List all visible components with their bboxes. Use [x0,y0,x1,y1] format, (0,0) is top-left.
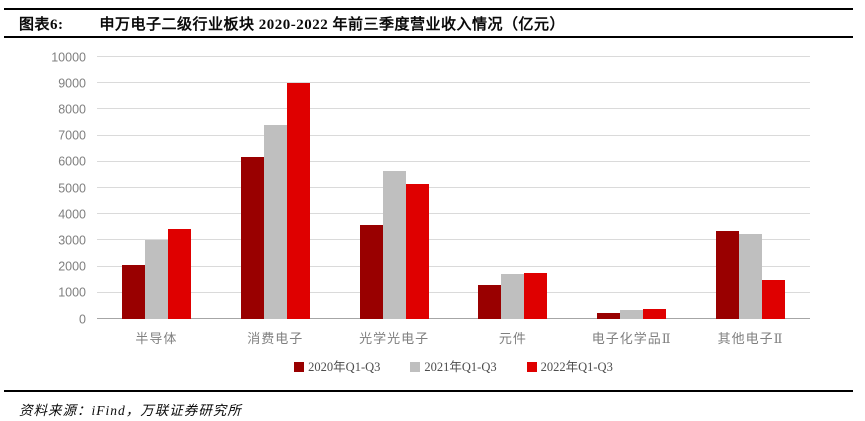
y-tick-label: 0 [79,311,86,326]
gridline [97,82,810,84]
gridline [97,318,810,319]
bar [501,274,525,319]
bar [762,279,786,319]
bar-group-2 [216,57,335,319]
y-tick-label: 6000 [58,154,86,169]
gridline [97,108,810,110]
title-divider-rule [4,36,853,38]
top-rule [4,8,853,10]
bar [121,264,145,319]
legend-label: 2022年Q1-Q3 [540,360,613,374]
y-axis: 0 1000 2000 3000 4000 5000 6000 7000 8000 9000 100… [0,51,86,325]
bar [359,224,383,319]
gridline [97,187,810,188]
plot-area [97,56,810,319]
bar [739,234,763,319]
legend-label: 2020年Q1-Q3 [308,360,381,374]
legend-item: 2022年Q1-Q3 [526,360,613,374]
footer-divider-rule [4,390,853,392]
y-tick-label: 3000 [58,233,86,248]
legend-swatch-icon [526,362,537,373]
bar [286,83,310,319]
gridline [97,265,810,267]
y-tick-label: 5000 [58,180,86,195]
legend-label: 2021年Q1-Q3 [424,360,497,374]
bar [167,228,191,319]
gridline [97,160,810,162]
x-axis-label: 消费电子 [247,331,304,346]
y-tick-label: 9000 [58,75,86,90]
bar-group-6 [691,57,810,319]
x-axis-label: 半导体 [135,331,178,346]
bar-group-5 [572,57,691,319]
legend-swatch-icon [294,362,305,373]
bar-group-1 [97,57,216,319]
bar [382,171,406,319]
figure-title: 图表6: 申万电子二级行业板块 2020-2022 年前三季度营业收入情况（亿元） [19,13,565,34]
gridline [97,291,810,293]
x-axis-labels: 半导体 消费电子 光学光电子 元件 电子化学品Ⅱ 其他电子Ⅱ [97,328,810,347]
figure-number-label: 图表6: [19,17,64,33]
bar [597,312,621,319]
gridline [97,56,810,57]
source-note: 资料来源：iFind，万联证券研究所 [19,403,242,418]
bar [524,272,548,319]
bar-group-4 [453,57,572,319]
y-tick-label: 1000 [58,285,86,300]
x-axis-label: 光学光电子 [359,331,430,346]
gridline [97,239,810,241]
gridline [97,213,810,215]
x-axis-label: 电子化学品Ⅱ [591,331,672,346]
bar-group-3 [335,57,454,319]
bar [620,310,644,319]
bar [240,156,264,319]
gridline [97,134,810,136]
legend-swatch-icon [410,362,421,373]
legend-item: 2021年Q1-Q3 [410,360,497,374]
y-tick-label: 7000 [58,128,86,143]
bar [478,285,502,319]
y-tick-label: 4000 [58,206,86,221]
bar [405,184,429,319]
figure-title-text: 申万电子二级行业板块 2020-2022 年前三季度营业收入情况（亿元） [99,17,565,33]
legend: 2020年Q1-Q3 2021年Q1-Q3 2022年Q1-Q3 [97,361,810,374]
bar [263,125,287,319]
bar [643,308,667,319]
bar [144,240,168,319]
x-axis-label: 元件 [498,331,527,346]
y-tick-label: 2000 [58,259,86,274]
x-axis-label: 其他电子Ⅱ [717,331,784,346]
legend-item: 2020年Q1-Q3 [294,361,380,374]
y-tick-label: 8000 [58,102,86,117]
bar [716,230,740,319]
bar-groups [97,57,810,319]
y-tick-label: 10000 [51,49,86,64]
